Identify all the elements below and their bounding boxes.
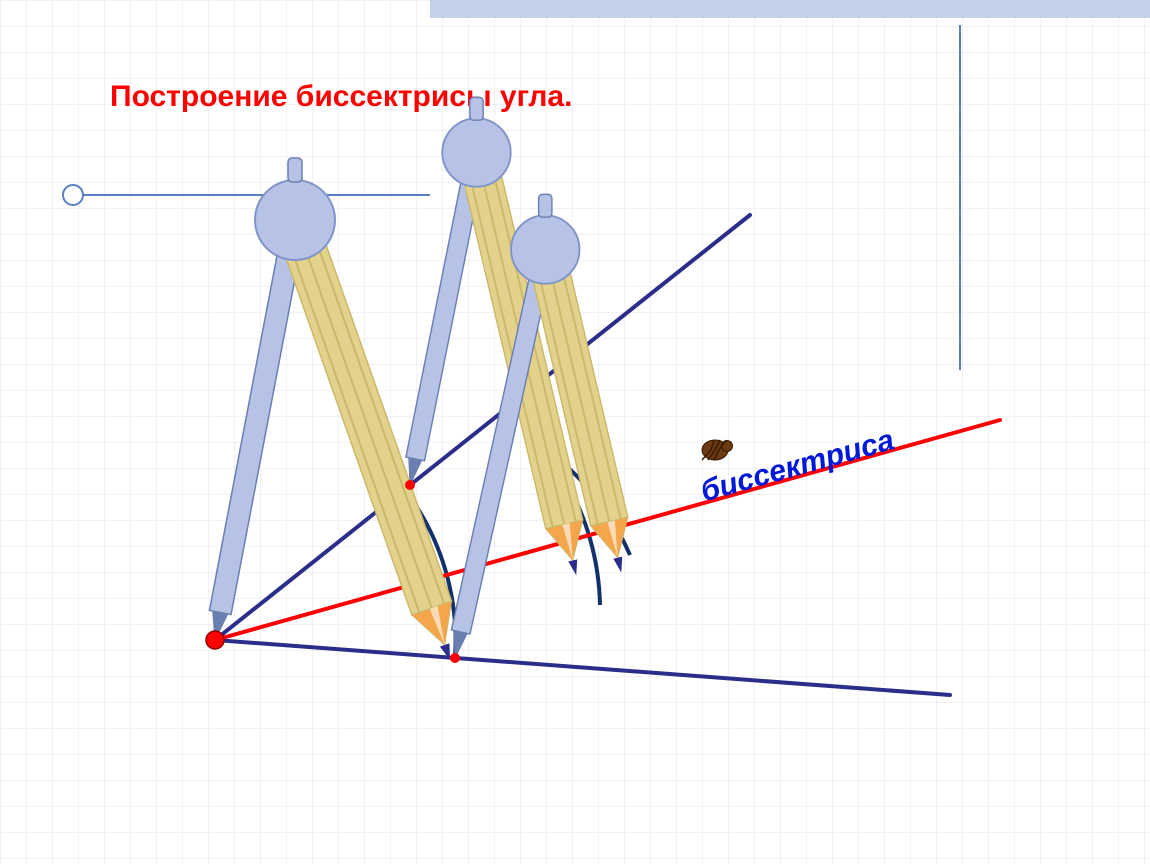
frame-marker-circle — [63, 185, 83, 205]
bisector-label: биссектриса — [697, 423, 897, 508]
slide-canvas: Построение биссектрисы угла. биссектриса — [0, 0, 1150, 864]
geometry-diagram: биссектриса — [0, 0, 1150, 864]
compasses-group — [209, 97, 627, 660]
intersection-point-top — [405, 480, 415, 490]
intersection-point-bottom — [450, 653, 460, 663]
angle-ray-bottom — [215, 640, 950, 695]
top-band — [430, 0, 1150, 18]
bug-icon — [702, 440, 733, 460]
vertex-point — [206, 631, 224, 649]
